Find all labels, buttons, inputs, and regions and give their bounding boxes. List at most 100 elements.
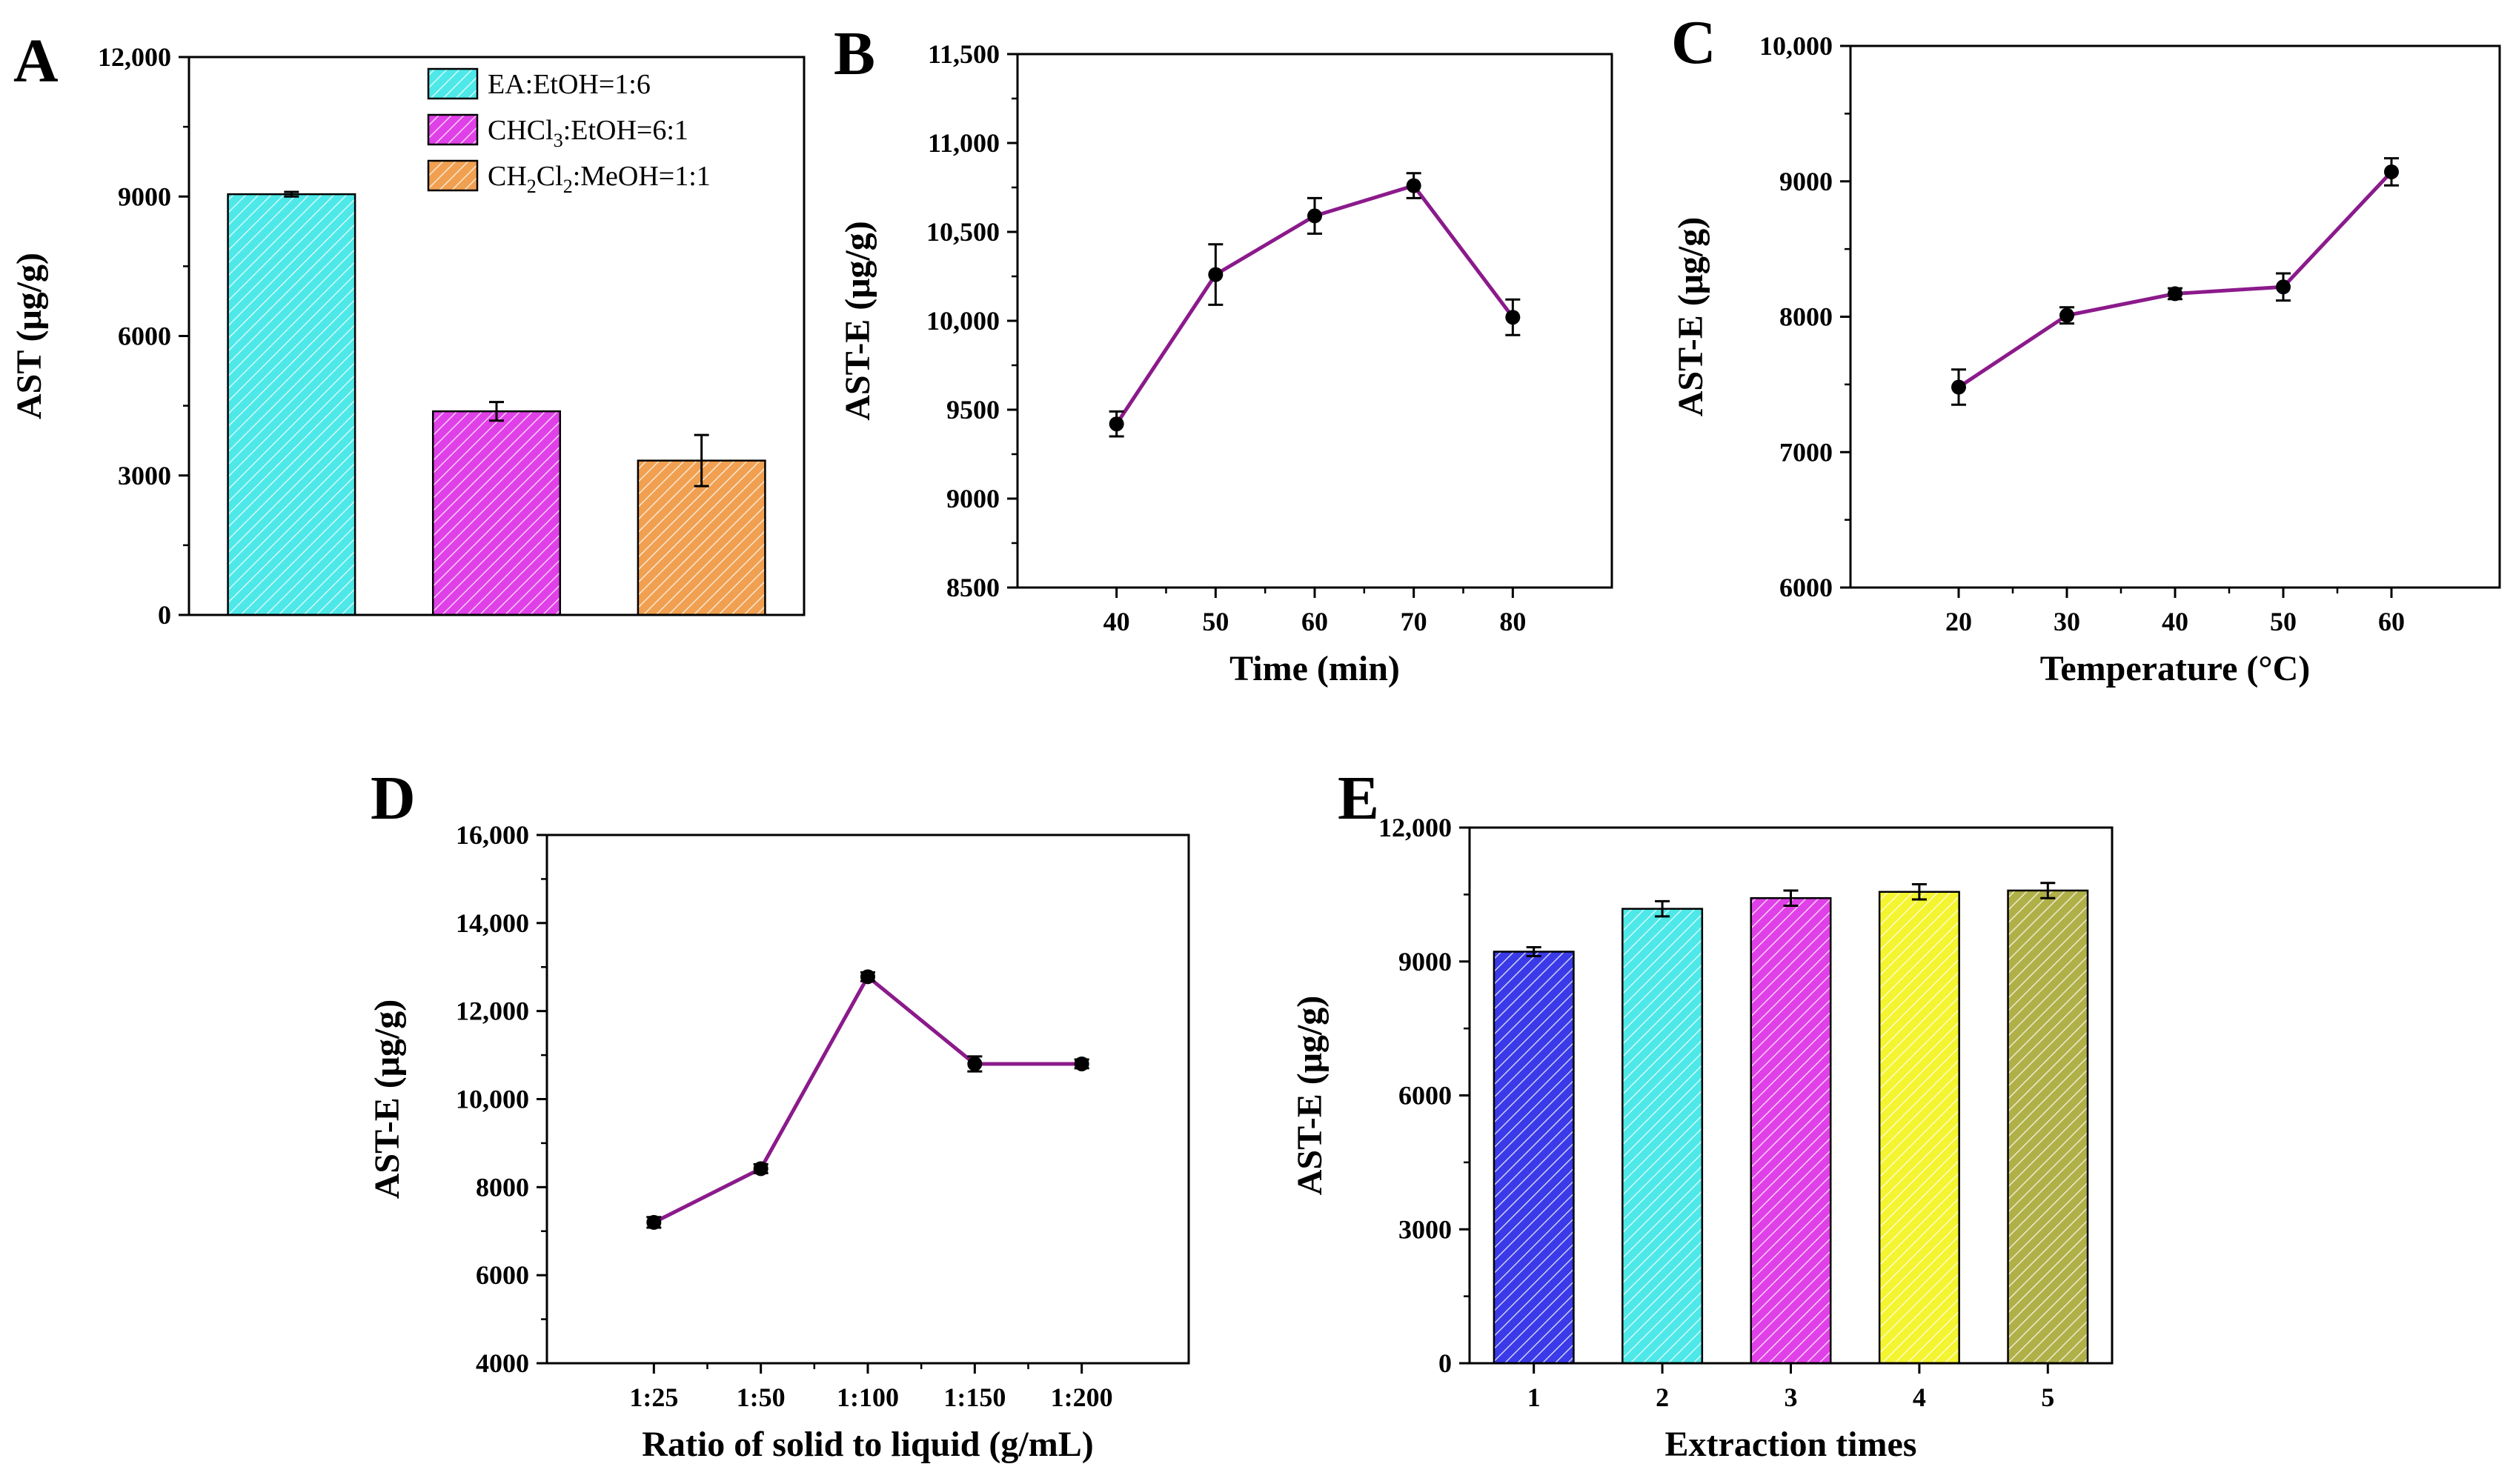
y-tick-label-B: 9500: [946, 395, 1000, 425]
data-point-C-3: [2168, 286, 2182, 302]
data-point-D-1: [646, 1214, 662, 1230]
x-tick-label-E: 3: [1785, 1382, 1798, 1412]
legend-label-2: CHCl3:EtOH=6:1: [488, 115, 688, 151]
data-point-C-5: [2384, 164, 2399, 179]
y-tick-label-D: 8000: [476, 1172, 529, 1202]
bar-E-1: [1493, 951, 1575, 1365]
axes-frame-D: [545, 833, 1190, 1365]
x-tick-label-B: 60: [1301, 607, 1328, 636]
x-tick-label-E: 5: [2041, 1382, 2054, 1412]
data-point-C-4: [2276, 279, 2291, 295]
x-tick-label-D: 1:150: [943, 1382, 1006, 1412]
y-tick-label-D: 4000: [476, 1348, 529, 1378]
y-tick-label-D: 6000: [476, 1260, 529, 1290]
y-tick-label-C: 9000: [1779, 167, 1833, 196]
y-tick-label-C: 8000: [1779, 302, 1833, 332]
legend-text-part: Cl: [537, 161, 563, 192]
legend-text-part: EA:EtOH=1:6: [488, 69, 651, 100]
y-tick-label-E: 12,000: [1378, 813, 1452, 842]
x-tick-label-B: 70: [1401, 607, 1427, 636]
legend-text-part: CH: [488, 161, 527, 192]
panel-E: 0 3000 6000 9000 12,000 1 2 3 4 5 Extraction times…: [1290, 764, 2114, 1464]
x-tick-label-D: 1:50: [737, 1382, 786, 1412]
x-tick-label-E: 1: [1527, 1382, 1541, 1412]
y-tick-label-A: 12,000: [98, 42, 171, 72]
data-point-D-5: [1074, 1056, 1089, 1071]
bar-E-3: [1750, 896, 1832, 1365]
data-point-B-5: [1505, 310, 1521, 325]
y-tick-label-B: 9000: [946, 484, 1000, 513]
x-tick-label-E: 4: [1913, 1382, 1926, 1412]
y-tick-label-E: 9000: [1398, 947, 1452, 976]
error-bar-E-4: [1911, 883, 1927, 901]
panel-letter-D: D: [371, 764, 416, 833]
y-tick-label-D: 16,000: [456, 820, 529, 850]
y-tick-label-A: 6000: [118, 322, 171, 351]
bar-A-1: [227, 193, 356, 616]
x-tick-label-C: 60: [2378, 607, 2405, 636]
legend-label-1: EA:EtOH=1:6: [488, 69, 651, 100]
y-tick-label-E: 0: [1438, 1348, 1452, 1378]
y-tick-label-A: 9000: [118, 182, 171, 211]
y-axis-title-A: AST (μg/g): [10, 253, 49, 419]
data-point-D-3: [860, 969, 875, 985]
data-point-B-3: [1307, 208, 1322, 224]
error-bar-E-5: [2040, 882, 2056, 899]
x-tick-label-D: 1:25: [629, 1382, 678, 1412]
y-axis-title-E: AST-E (μg/g): [1290, 996, 1329, 1195]
error-bar-E-1: [1526, 945, 1541, 958]
x-tick-label-C: 30: [2054, 607, 2080, 636]
legend-text-part: :EtOH=6:1: [563, 115, 688, 146]
panel-C: 6000 7000 8000 9000 10,000 20 30 40 50 60 Temperat…: [1671, 8, 2501, 688]
data-point-C-1: [1951, 379, 1966, 395]
y-axis-title-D: AST-E (μg/g): [368, 999, 407, 1199]
y-tick-label-C: 7000: [1779, 437, 1833, 467]
panel-B: 8500 9000 9500 10,000 10,500 11,000 11,500 40 50…: [834, 19, 1613, 688]
x-tick-label-B: 50: [1202, 607, 1229, 636]
data-point-D-2: [753, 1161, 768, 1177]
data-point-B-1: [1109, 416, 1124, 432]
legend-subscript: 2: [527, 176, 537, 197]
x-axis-title-B: Time (min): [1229, 649, 1400, 688]
y-tick-label-B: 10,000: [926, 306, 1000, 336]
y-tick-label-C: 10,000: [1759, 31, 1833, 61]
y-tick-label-B: 11,000: [928, 128, 1000, 158]
x-tick-label-B: 40: [1103, 607, 1130, 636]
y-tick-label-A: 3000: [118, 461, 171, 490]
x-axis-title-C: Temperature (°C): [2040, 649, 2310, 688]
panel-letter-C: C: [1671, 8, 1716, 77]
legend-label-3: CH2Cl2:MeOH=1:1: [488, 161, 711, 197]
axes-frame-B: [1016, 53, 1613, 589]
y-axis-title-B: AST-E (μg/g): [838, 221, 877, 420]
panel-letter-B: B: [834, 19, 875, 88]
data-point-B-2: [1208, 267, 1224, 282]
x-tick-label-C: 20: [1945, 607, 1972, 636]
y-tick-label-D: 14,000: [456, 908, 529, 938]
error-bar-A-3: [694, 433, 709, 488]
bar-E-4: [1878, 891, 1960, 1365]
legend-text-part: :MeOH=1:1: [573, 161, 711, 192]
y-tick-label-B: 8500: [946, 573, 1000, 602]
legend-text-part: CHCl: [488, 115, 554, 146]
x-axis-title-D: Ratio of solid to liquid (g/mL): [642, 1425, 1093, 1464]
legend-subscript: 3: [554, 130, 563, 151]
panel-letter-E: E: [1338, 764, 1379, 833]
x-tick-label-E: 2: [1656, 1382, 1669, 1412]
data-point-B-4: [1406, 178, 1421, 193]
x-tick-label-D: 1:200: [1051, 1382, 1113, 1412]
y-tick-label-D: 12,000: [456, 996, 529, 1026]
x-tick-label-B: 80: [1499, 607, 1526, 636]
x-tick-label-C: 50: [2270, 607, 2297, 636]
x-axis-title-E: Extraction times: [1665, 1425, 1917, 1464]
bar-E-5: [2007, 889, 2089, 1365]
y-axis-title-C: AST-E (μg/g): [1671, 217, 1710, 416]
error-bar-E-3: [1783, 889, 1799, 907]
data-point-D-4: [967, 1056, 983, 1071]
x-tick-label-D: 1:100: [837, 1382, 899, 1412]
legend-swatch-3: [427, 159, 479, 192]
legend-subscript: 2: [563, 176, 573, 197]
axes-frame-C: [1849, 44, 2501, 589]
error-bar-E-2: [1655, 899, 1670, 918]
